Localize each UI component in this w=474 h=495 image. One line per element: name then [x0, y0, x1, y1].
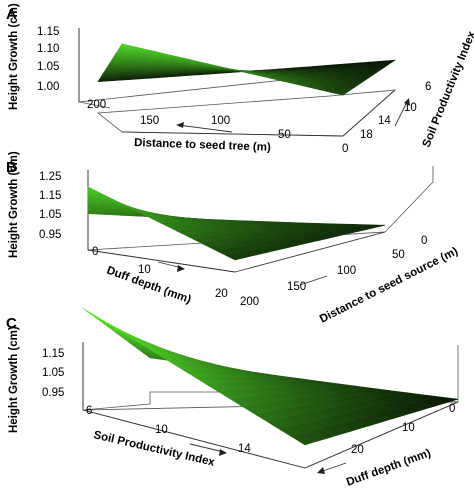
panel-b-y-tick-3: 100 — [337, 265, 356, 277]
panel-a-y-axis-line — [342, 89, 396, 137]
panel-b-x-axis-line — [87, 249, 236, 273]
panel-a-y-tick-1: 6 — [425, 81, 431, 93]
panel-b-y-tick-5: 200 — [240, 296, 259, 308]
panel-a-z-tick-4: 1.00 — [37, 81, 59, 93]
panel-a-z-tick-1: 1.15 — [37, 26, 59, 38]
panel-c-x-tick-2: 10 — [155, 424, 168, 436]
panel-b-y-axis-title-line1: Distance to seed source (m) — [318, 245, 460, 325]
panel-b-letter: B — [6, 159, 17, 176]
panel-b-y-axis-line — [234, 231, 386, 273]
panel-a-y-arrow — [394, 99, 409, 127]
panel-a-x-tick-2: 150 — [140, 115, 159, 127]
panel-a-x-tick-5: 0 — [342, 143, 348, 155]
panel-a-x-axis-title: Distance to seed tree (m) — [134, 137, 271, 154]
panel-c-x-tick-1: 6 — [86, 405, 92, 417]
panel-a-x-axis-line — [121, 131, 344, 137]
panel-a-y-tick-3: 14 — [378, 115, 391, 127]
panel-c-x-arrow — [189, 443, 225, 453]
panel-c-y-arrowhead — [317, 467, 325, 474]
panel-b-z-tick-4: 0.95 — [39, 229, 61, 241]
panel-a-back-floor-edge — [78, 101, 111, 109]
panel-c-z-tick-1: 1.15 — [42, 348, 64, 360]
panel-b-x-tick-2: 10 — [138, 264, 151, 276]
panel-c-x-axis-line — [82, 409, 306, 469]
panel-c-y-arrow — [319, 462, 347, 473]
panel-a-y-tick-4: 18 — [360, 129, 373, 141]
panel-b-x-arrowhead — [177, 265, 185, 272]
panel-b-surface — [87, 186, 386, 261]
panel-b-x-tick-3: 20 — [215, 288, 228, 300]
panel-a-y-arrowhead — [404, 98, 410, 106]
panel-a-x-arrowhead — [176, 122, 184, 128]
panel-a-z-tick-2: 1.10 — [37, 43, 59, 55]
panel-b-x-tick-1: 0 — [92, 246, 98, 258]
surface-facet — [291, 434, 317, 446]
panel-c-back-wall — [82, 342, 151, 411]
panel-a: A 1.15 1.10 1.05 1.00 200 150 100 50 0 6… — [6, 3, 474, 155]
panel-b-y-axis-title: Distance to seed source (m) — [318, 245, 460, 325]
panel-a-y-tick-2: 10 — [404, 102, 417, 114]
panel-c-z-tick-2: 1.05 — [42, 367, 64, 379]
panel-b: B 1.25 1.15 1.05 0.95 0 10 20 0 50 100 1… — [6, 151, 460, 326]
panel-b-z-axis-title: Height Growth (cm) — [8, 151, 20, 258]
panel-b-z-tick-3: 1.05 — [39, 209, 61, 221]
panel-a-x-tick-3: 100 — [211, 115, 230, 127]
panel-a-z-axis-title: Height Growth (cm) — [8, 3, 20, 110]
panel-a-surface — [97, 43, 397, 96]
panel-b-z-tick-1: 1.25 — [39, 171, 61, 183]
panel-c-z-tick-3: 0.95 — [42, 387, 64, 399]
surface-facet — [102, 70, 121, 74]
surface-facet — [329, 89, 348, 96]
panel-b-y-tick-4: 150 — [287, 281, 306, 293]
panel-b-y-tick-1: 0 — [421, 235, 427, 247]
panel-b-z-tick-2: 1.15 — [39, 190, 61, 202]
panel-a-x-tick-4: 50 — [278, 129, 291, 141]
panel-c-y-tick-3: 20 — [351, 444, 364, 456]
panel-c-y-tick-2: 10 — [402, 422, 415, 434]
panel-c-letter: C — [6, 315, 17, 332]
panel-b-y-arrow — [299, 275, 328, 286]
panel-c: C 1.15 1.05 0.95 6 10 14 0 10 20 Height … — [6, 308, 459, 489]
panel-a-x-tick-1: 200 — [87, 99, 106, 111]
panel-c-y-axis-line — [304, 401, 459, 469]
panel-c-z-axis-title: Height Growth (cm) — [8, 326, 20, 433]
panel-b-y-tick-2: 50 — [392, 249, 405, 261]
panel-a-letter: A — [6, 6, 17, 23]
panel-a-z-tick-3: 1.05 — [37, 61, 59, 73]
surface-facet — [225, 253, 247, 261]
panel-c-x-arrowhead — [219, 449, 227, 456]
surface-facet — [118, 70, 136, 74]
panel-c-x-tick-3: 14 — [238, 443, 251, 455]
panel-c-y-tick-1: 0 — [449, 403, 455, 415]
panel-c-surface — [82, 308, 459, 446]
panel-a-x-arrow — [177, 124, 233, 133]
